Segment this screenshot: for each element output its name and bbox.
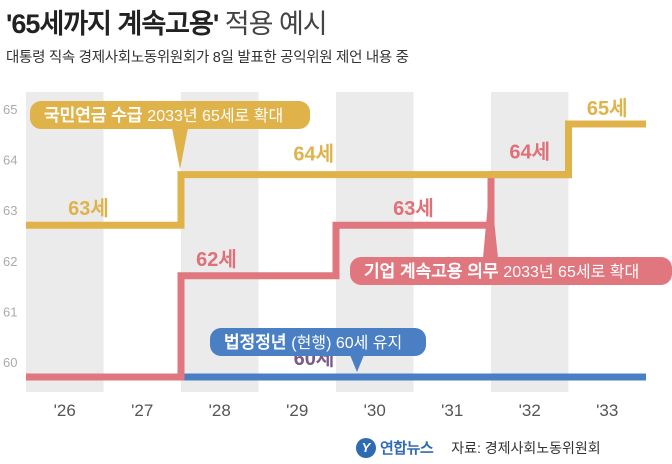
y-tick-label: 61 — [3, 304, 17, 319]
pension-callout: 국민연금 수급 2033년 65세로 확대 — [30, 101, 310, 170]
callout-box — [30, 101, 310, 129]
x-tick-label: '33 — [596, 401, 618, 420]
x-tick-label: '29 — [286, 401, 308, 420]
title-rest: 적용 예시 — [224, 9, 328, 39]
year-band — [491, 92, 569, 392]
series-label: 법정정년 (현행) 60세 유지 — [224, 333, 402, 352]
source-label: 자료: 경제사회노동위원회 — [451, 439, 601, 456]
callout-pointer — [172, 128, 188, 170]
y-tick-label: 63 — [3, 203, 17, 218]
point-label: 65세 — [587, 97, 628, 120]
series-label-rest: (현행) 60세 유지 — [291, 334, 402, 352]
series-label: 국민연금 수급 2033년 65세로 확대 — [44, 106, 283, 125]
y-tick-label: 64 — [3, 153, 17, 168]
series-label-bold: 법정정년 — [224, 333, 291, 352]
y-tick-label: 65 — [3, 102, 17, 117]
callout-pointer — [350, 355, 364, 372]
point-label: 64세 — [293, 143, 334, 166]
point-label: 63세 — [393, 197, 434, 220]
x-tick-label: '26 — [54, 401, 76, 420]
point-label: 63세 — [68, 197, 109, 220]
yonhap-logo-icon: Y — [356, 437, 376, 458]
series-label-rest: 2033년 65세로 확대 — [147, 107, 283, 125]
series-label-rest: 2033년 65세로 확대 — [503, 263, 639, 281]
x-tick-label: '27 — [131, 401, 153, 420]
series-label: 기업 계속고용 의무 2033년 65세로 확대 — [364, 262, 639, 281]
pension-series-line — [26, 120, 646, 229]
y-tick-label: 62 — [3, 254, 17, 269]
title-main: '65세까지 계속고용' — [6, 9, 219, 39]
y-tick-label: 60 — [3, 355, 17, 370]
page-title: '65세까지 계속고용' 적용 예시 — [6, 2, 328, 41]
employment-callout: 기업 계속고용 의무 2033년 65세로 확대 — [350, 180, 672, 285]
callout-box — [210, 328, 426, 356]
point-label: 64세 — [509, 141, 550, 164]
callout-box — [350, 257, 672, 285]
point-label: 62세 — [196, 248, 237, 271]
retirement-callout: 법정정년 (현행) 60세 유지 — [210, 328, 426, 372]
callout-pointer — [483, 180, 498, 258]
subtitle: 대통령 직속 경제사회노동위원회가 8일 발표한 공익위원 제언 내용 중 — [6, 50, 409, 66]
logo-text: 연합뉴스 — [380, 440, 434, 457]
footer: Y 연합뉴스 자료: 경제사회노동위원회 — [356, 437, 601, 458]
x-tick-label: '30 — [364, 401, 386, 420]
series-label-bold: 기업 계속고용 의무 — [364, 262, 503, 281]
x-tick-label: '28 — [209, 401, 231, 420]
x-tick-label: '32 — [519, 401, 541, 420]
year-band — [26, 92, 104, 392]
series-label-bold: 국민연금 수급 — [44, 106, 147, 125]
x-tick-label: '31 — [441, 401, 463, 420]
